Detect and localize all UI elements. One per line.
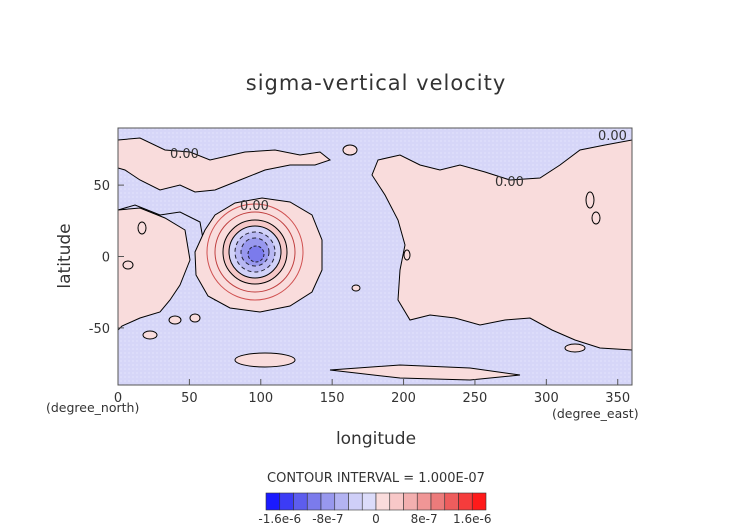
colorbar-swatch [444, 492, 459, 511]
x-tick-label: 150 [320, 391, 345, 406]
small-contour [168, 315, 182, 325]
small-contour [234, 352, 296, 368]
colorbar-swatch [416, 492, 432, 511]
positive-region-south-patch [329, 364, 521, 381]
x-tick-label: 250 [463, 391, 488, 406]
chart-title: sigma-vertical velocity [246, 71, 507, 95]
contour-label: 0.00 [170, 147, 199, 162]
plot-area: 0.00 0.00 0.00 0.00 [118, 128, 632, 385]
colorbar-tick-label: -8e-7 [312, 512, 343, 526]
small-contour [403, 249, 411, 261]
colorbar-tick-label: 1.6e-6 [453, 512, 491, 526]
colorbar-swatch [430, 492, 446, 511]
colorbar-swatch [293, 492, 308, 511]
colorbar-swatch [306, 492, 322, 511]
x-axis: 0 50 100 150 200 250 300 350 [114, 379, 630, 406]
small-contour [591, 211, 601, 225]
x-tick-label: 350 [605, 391, 630, 406]
colorbar-swatch [348, 492, 363, 511]
contour-label: 0.00 [240, 199, 269, 214]
y-unit-label: (degree_north) [46, 400, 139, 415]
small-contour [342, 144, 358, 156]
positive-region-east [371, 139, 632, 351]
x-tick-label: 0 [114, 391, 122, 406]
colorbar-tick-label: 8e-7 [411, 512, 438, 526]
small-contour [122, 260, 134, 270]
vortex-ring-1 [206, 203, 304, 301]
y-tick-label: -50 [89, 322, 110, 337]
colorbar-swatch [375, 492, 391, 511]
small-contour [189, 313, 201, 323]
small-contours [122, 144, 601, 368]
x-tick-label: 50 [181, 391, 198, 406]
colorbar-swatch [361, 492, 377, 511]
colorbar-swatch [389, 492, 404, 511]
y-tick-label: 50 [93, 179, 110, 194]
y-tick-label: 0 [102, 251, 110, 266]
positive-region-west-strip [118, 207, 191, 331]
vortex-ring-2 [214, 211, 296, 293]
positive-regions [118, 137, 632, 381]
colorbar-swatch [403, 492, 418, 511]
x-tick-label: 200 [391, 391, 416, 406]
small-contour [137, 221, 147, 235]
y-axis-label: latitude [55, 223, 75, 288]
colorbar [265, 492, 487, 511]
x-unit-label: (degree_east) [552, 406, 639, 421]
x-axis-label: longitude [336, 429, 416, 449]
small-contour [564, 343, 586, 353]
colorbar-swatch [458, 492, 473, 511]
positive-region-north-left [118, 137, 332, 193]
colorbar-swatch [265, 492, 281, 511]
small-contour [585, 191, 595, 209]
vortex-center-core [247, 245, 265, 263]
x-tick-label: 100 [248, 391, 273, 406]
colorbar-swatch [279, 492, 294, 511]
colorbar-ticks: -1.6e-6 -8e-7 0 8e-7 1.6e-6 [258, 512, 491, 526]
colorbar-swatch [334, 492, 349, 511]
colorbar-tick-label: -1.6e-6 [258, 512, 301, 526]
small-contour [351, 284, 361, 292]
vortex [206, 203, 304, 301]
colorbar-tick-label: 0 [372, 512, 380, 526]
contour-label: 0.00 [598, 129, 627, 144]
small-contour [142, 330, 158, 340]
colorbar-swatch [320, 492, 336, 511]
x-tick-label: 300 [534, 391, 559, 406]
y-axis: -50 0 50 [89, 179, 124, 337]
contour-interval-text: CONTOUR INTERVAL = 1.000E-07 [267, 471, 485, 486]
contour-label: 0.00 [495, 175, 524, 190]
colorbar-swatch [471, 492, 487, 511]
